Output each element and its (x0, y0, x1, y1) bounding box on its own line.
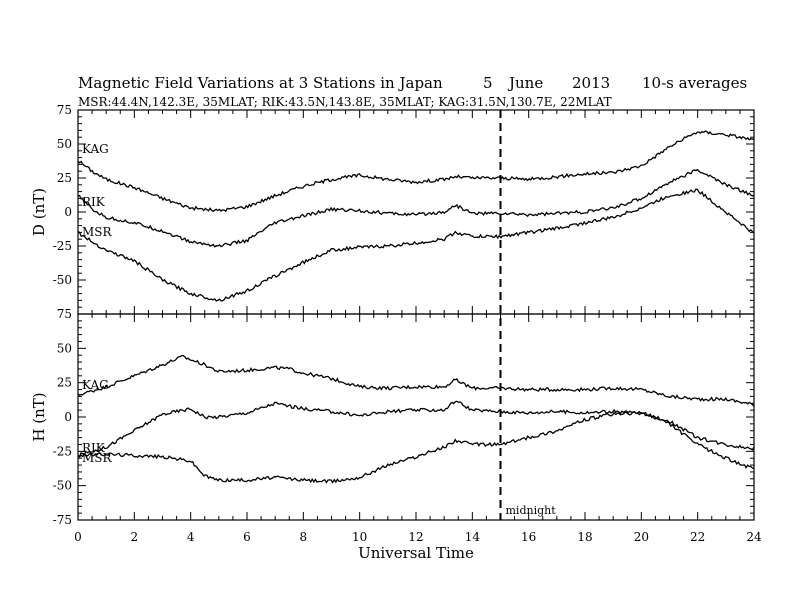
h-ytick-label: 0 (64, 410, 72, 424)
xtick-label: 18 (577, 530, 592, 544)
d-ytick-label: 0 (64, 205, 72, 219)
h-series-msr-label: MSR (82, 451, 113, 465)
xtick-label: 2 (131, 530, 139, 544)
x-axis-label: Universal Time (358, 544, 474, 562)
xtick-label: 16 (521, 530, 536, 544)
h-series-rik-line (77, 400, 755, 458)
h-ytick-label: -50 (53, 479, 72, 493)
xtick-label: 14 (465, 530, 481, 544)
h-series-kag-line (77, 354, 755, 407)
d-series-rik-line (78, 168, 755, 248)
h-ytick-label: -75 (53, 513, 72, 527)
h-ytick-label: 75 (57, 307, 72, 321)
d-series-msr-line (77, 188, 755, 302)
d-series-kag-label: KAG (82, 142, 109, 156)
date-day: 5 (483, 74, 493, 92)
xtick-label: 0 (74, 530, 82, 544)
d-series-rik-label: RIK (82, 195, 106, 209)
xtick-label: 6 (243, 530, 251, 544)
d-series-msr-label: MSR (82, 225, 113, 239)
xtick-label: 20 (634, 530, 649, 544)
station-coordinates: MSR:44.4N,142.3E, 35MLAT; RIK:43.5N,143.… (78, 95, 612, 109)
chart-title: Magnetic Field Variations at 3 Stations … (78, 74, 443, 92)
h-ytick-label: -25 (53, 444, 72, 458)
d-ytick-label: -25 (53, 239, 72, 253)
h-ytick-label: 50 (57, 341, 72, 355)
date-year: 2013 (572, 74, 610, 92)
xtick-label: 12 (408, 530, 423, 544)
h-ytick-label: 25 (57, 376, 72, 390)
h-series-kag-label: KAG (82, 378, 109, 392)
midnight-label: midnight (506, 504, 557, 517)
xtick-label: 10 (352, 530, 367, 544)
averaging-label: 10-s averages (642, 74, 747, 92)
d-axis-label: D (nT) (30, 188, 48, 236)
d-ytick-label: 25 (57, 171, 72, 185)
xtick-label: 22 (690, 530, 705, 544)
d-ytick-label: 50 (57, 137, 72, 151)
xtick-label: 24 (746, 530, 762, 544)
h-axis-label: H (nT) (30, 392, 48, 441)
d-panel-frame (77, 109, 755, 315)
d-ytick-label: 75 (57, 103, 72, 117)
h-series-msr-line (77, 411, 755, 484)
xtick-label: 8 (300, 530, 308, 544)
d-series-kag-line (77, 130, 755, 213)
date-month: June (507, 74, 543, 92)
h-series-rik-label: RIK (82, 441, 106, 455)
xtick-label: 4 (187, 530, 195, 544)
d-ytick-label: -50 (53, 273, 72, 287)
